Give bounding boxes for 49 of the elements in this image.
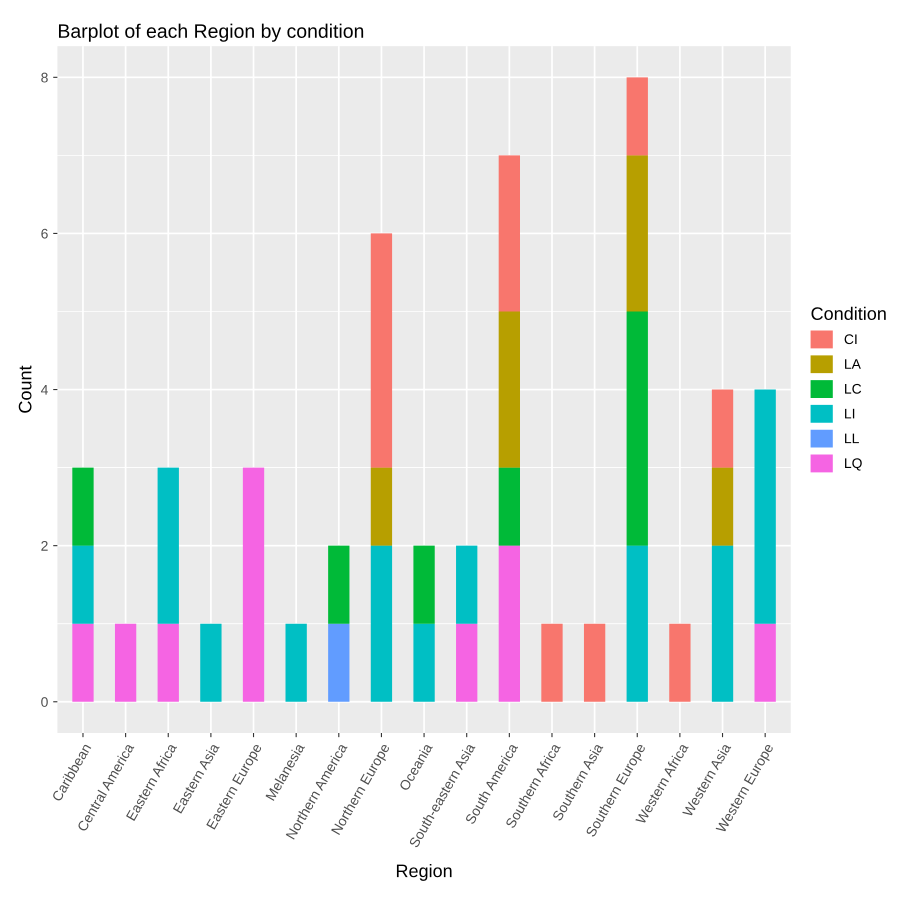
legend-label: LI <box>845 408 854 418</box>
bar <box>669 624 691 702</box>
legend-label: LA <box>845 359 861 369</box>
bar <box>584 624 606 702</box>
y-tick-label: 2 <box>41 540 48 551</box>
legend-label: LL <box>845 434 859 444</box>
y-tick-label: 0 <box>41 697 48 707</box>
bar <box>370 546 392 702</box>
legend-label: LC <box>845 384 862 394</box>
bar <box>498 311 520 468</box>
bar <box>328 546 350 624</box>
bar <box>712 390 734 468</box>
y-tick-label: 8 <box>41 72 48 82</box>
bar <box>242 468 264 702</box>
bar <box>626 546 648 702</box>
bar <box>72 624 94 702</box>
bar <box>370 233 392 468</box>
bar <box>200 624 222 702</box>
legend-title: Condition <box>812 306 886 320</box>
y-tick-label: 6 <box>41 228 48 239</box>
y-axis-title: Count <box>18 366 32 413</box>
bar <box>413 546 435 624</box>
bar <box>498 546 520 702</box>
bar <box>286 624 307 702</box>
bar <box>370 468 392 546</box>
bar <box>712 546 734 702</box>
bar <box>328 624 350 702</box>
bar <box>754 624 776 702</box>
bar <box>712 468 734 546</box>
bar <box>413 624 435 702</box>
legend-label: CI <box>844 334 857 344</box>
bar <box>754 390 776 624</box>
bar <box>498 155 520 312</box>
bar <box>456 546 478 624</box>
bar <box>72 546 94 624</box>
bar <box>626 77 648 156</box>
bar <box>158 468 179 624</box>
bar <box>626 155 648 312</box>
x-axis-title: Region <box>396 864 452 881</box>
bar <box>626 311 648 546</box>
bar <box>72 468 94 546</box>
bar <box>541 624 563 702</box>
y-tick-label: 4 <box>40 385 48 395</box>
chart-title: Barplot of each Region by condition <box>58 24 364 42</box>
legend-label: LQ <box>845 458 862 471</box>
bar <box>114 624 136 702</box>
bar <box>498 468 520 546</box>
bar <box>456 624 478 702</box>
bar <box>158 624 179 702</box>
